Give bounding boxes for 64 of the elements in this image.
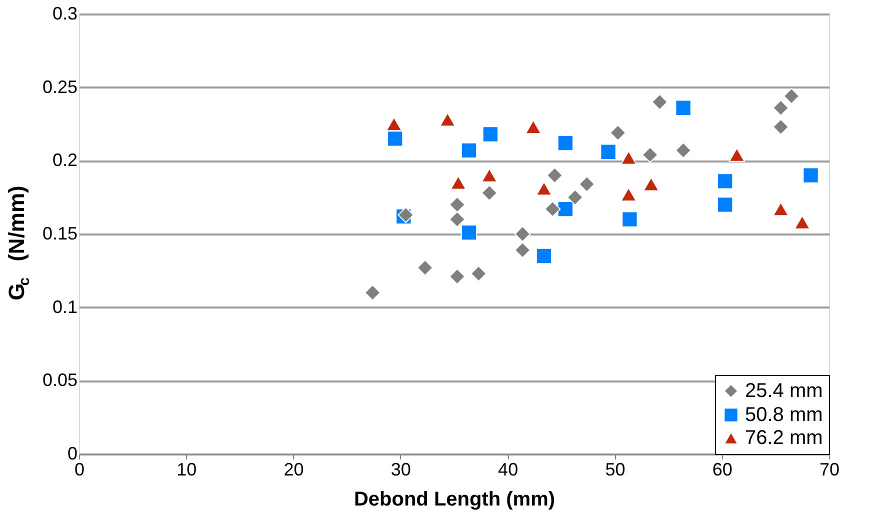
point: [416, 260, 434, 276]
point: [620, 187, 637, 202]
point: [449, 211, 466, 228]
point: [449, 268, 466, 285]
point: [449, 196, 466, 213]
point: [525, 120, 542, 134]
point: [386, 130, 404, 147]
y-tick-label: 0.15: [42, 224, 78, 244]
point: [481, 184, 498, 202]
point: [481, 168, 498, 182]
point: [514, 226, 531, 242]
point: [482, 126, 499, 142]
point: [783, 88, 800, 104]
point: [578, 176, 595, 192]
y-tick-label: 0.05: [42, 370, 78, 390]
legend-label: 25.4 mm: [745, 380, 823, 402]
point: [514, 242, 531, 258]
point: [536, 181, 552, 196]
y-tick-label: 0.1: [52, 296, 78, 317]
point: [642, 146, 658, 163]
legend-label: 50.8 mm: [745, 404, 823, 426]
point: [546, 167, 563, 184]
point: [460, 142, 478, 158]
point: [439, 112, 456, 127]
point: [772, 202, 789, 216]
point: [557, 200, 574, 218]
point: [364, 284, 381, 301]
point: [716, 173, 734, 190]
point: [643, 177, 660, 192]
y-tick-label: 0.2: [52, 150, 78, 170]
point: [544, 200, 561, 218]
point: [600, 144, 616, 160]
point: [460, 224, 478, 241]
point: [772, 100, 789, 116]
point: [772, 118, 789, 136]
y-tick-label: 0.25: [42, 76, 78, 97]
point: [716, 196, 734, 213]
x-axis-title: Debond Length (mm): [354, 488, 556, 510]
point: [557, 134, 574, 152]
x-tick-label: 70: [819, 460, 840, 480]
point: [536, 248, 552, 264]
point: [622, 211, 638, 228]
y-axis-title: Gc (N/mm): [4, 186, 33, 300]
x-tick-label: 20: [284, 460, 304, 480]
x-tick-label: 60: [712, 460, 732, 480]
point: [675, 142, 692, 158]
point: [794, 215, 810, 230]
point: [610, 124, 626, 141]
point: [450, 176, 466, 190]
point: [620, 150, 637, 165]
point: [802, 167, 819, 184]
point: [566, 189, 584, 206]
point: [386, 116, 402, 132]
x-tick-label: 10: [176, 460, 197, 480]
point: [470, 266, 487, 282]
x-tick-label: 40: [498, 460, 518, 480]
point: [675, 100, 692, 116]
point: [728, 148, 745, 162]
x-tick-label: 50: [605, 460, 626, 480]
y-tick-label: 0.3: [52, 4, 78, 24]
x-tick-label: 30: [390, 460, 411, 480]
legend-label: 76.2 mm: [745, 427, 823, 449]
point: [652, 94, 668, 110]
y-tick-label: 0: [67, 444, 78, 464]
